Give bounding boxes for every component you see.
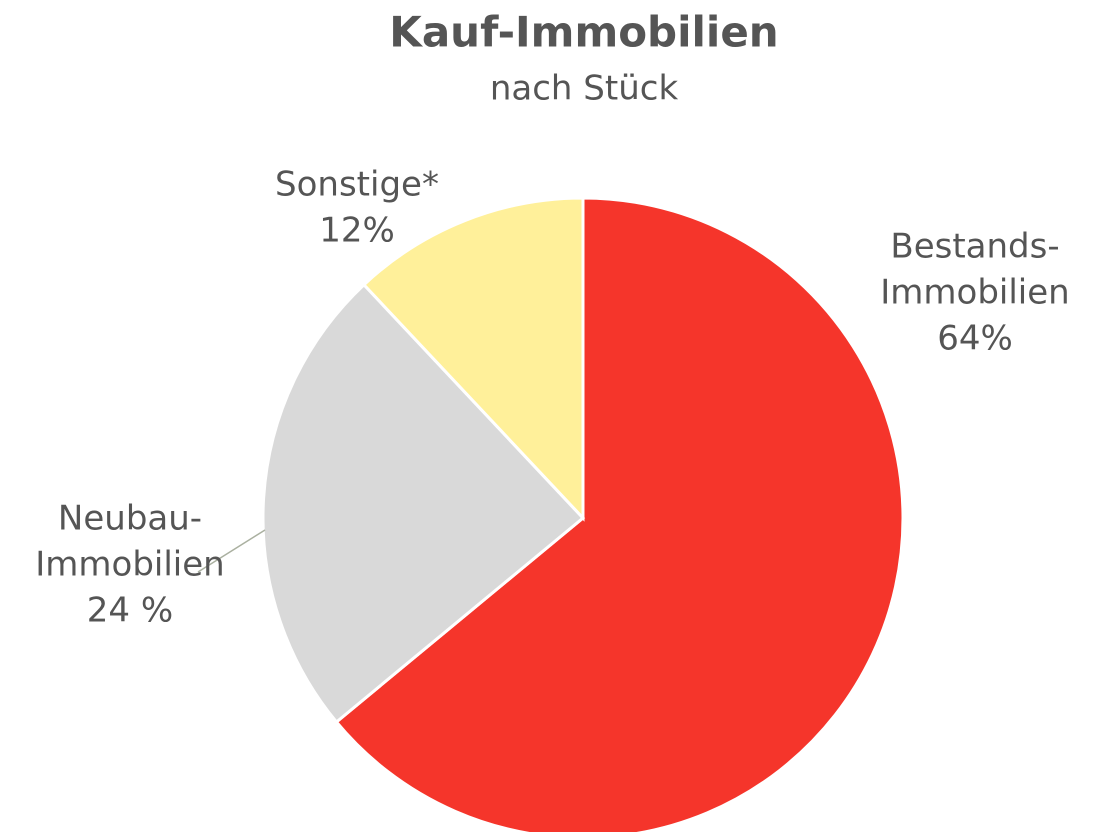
pie-slice bbox=[361, 196, 585, 522]
pie-slice bbox=[334, 196, 905, 832]
value-label: 64% bbox=[937, 319, 1013, 359]
pie bbox=[261, 196, 905, 832]
value-label: 12% bbox=[319, 211, 395, 251]
slice-label: Bestands- bbox=[890, 227, 1059, 267]
chart-title: Kauf-Immobilien bbox=[389, 8, 778, 57]
leader-line bbox=[197, 529, 266, 573]
slice-label: Sonstige* bbox=[275, 165, 439, 205]
slice-label: Neubau- bbox=[58, 499, 202, 539]
chart-subtitle: nach Stück bbox=[490, 69, 679, 109]
pie-slice bbox=[261, 282, 586, 725]
slice-label: Immobilien bbox=[880, 273, 1069, 313]
slice-label: Immobilien bbox=[35, 545, 224, 585]
value-label: 24 % bbox=[87, 591, 173, 631]
